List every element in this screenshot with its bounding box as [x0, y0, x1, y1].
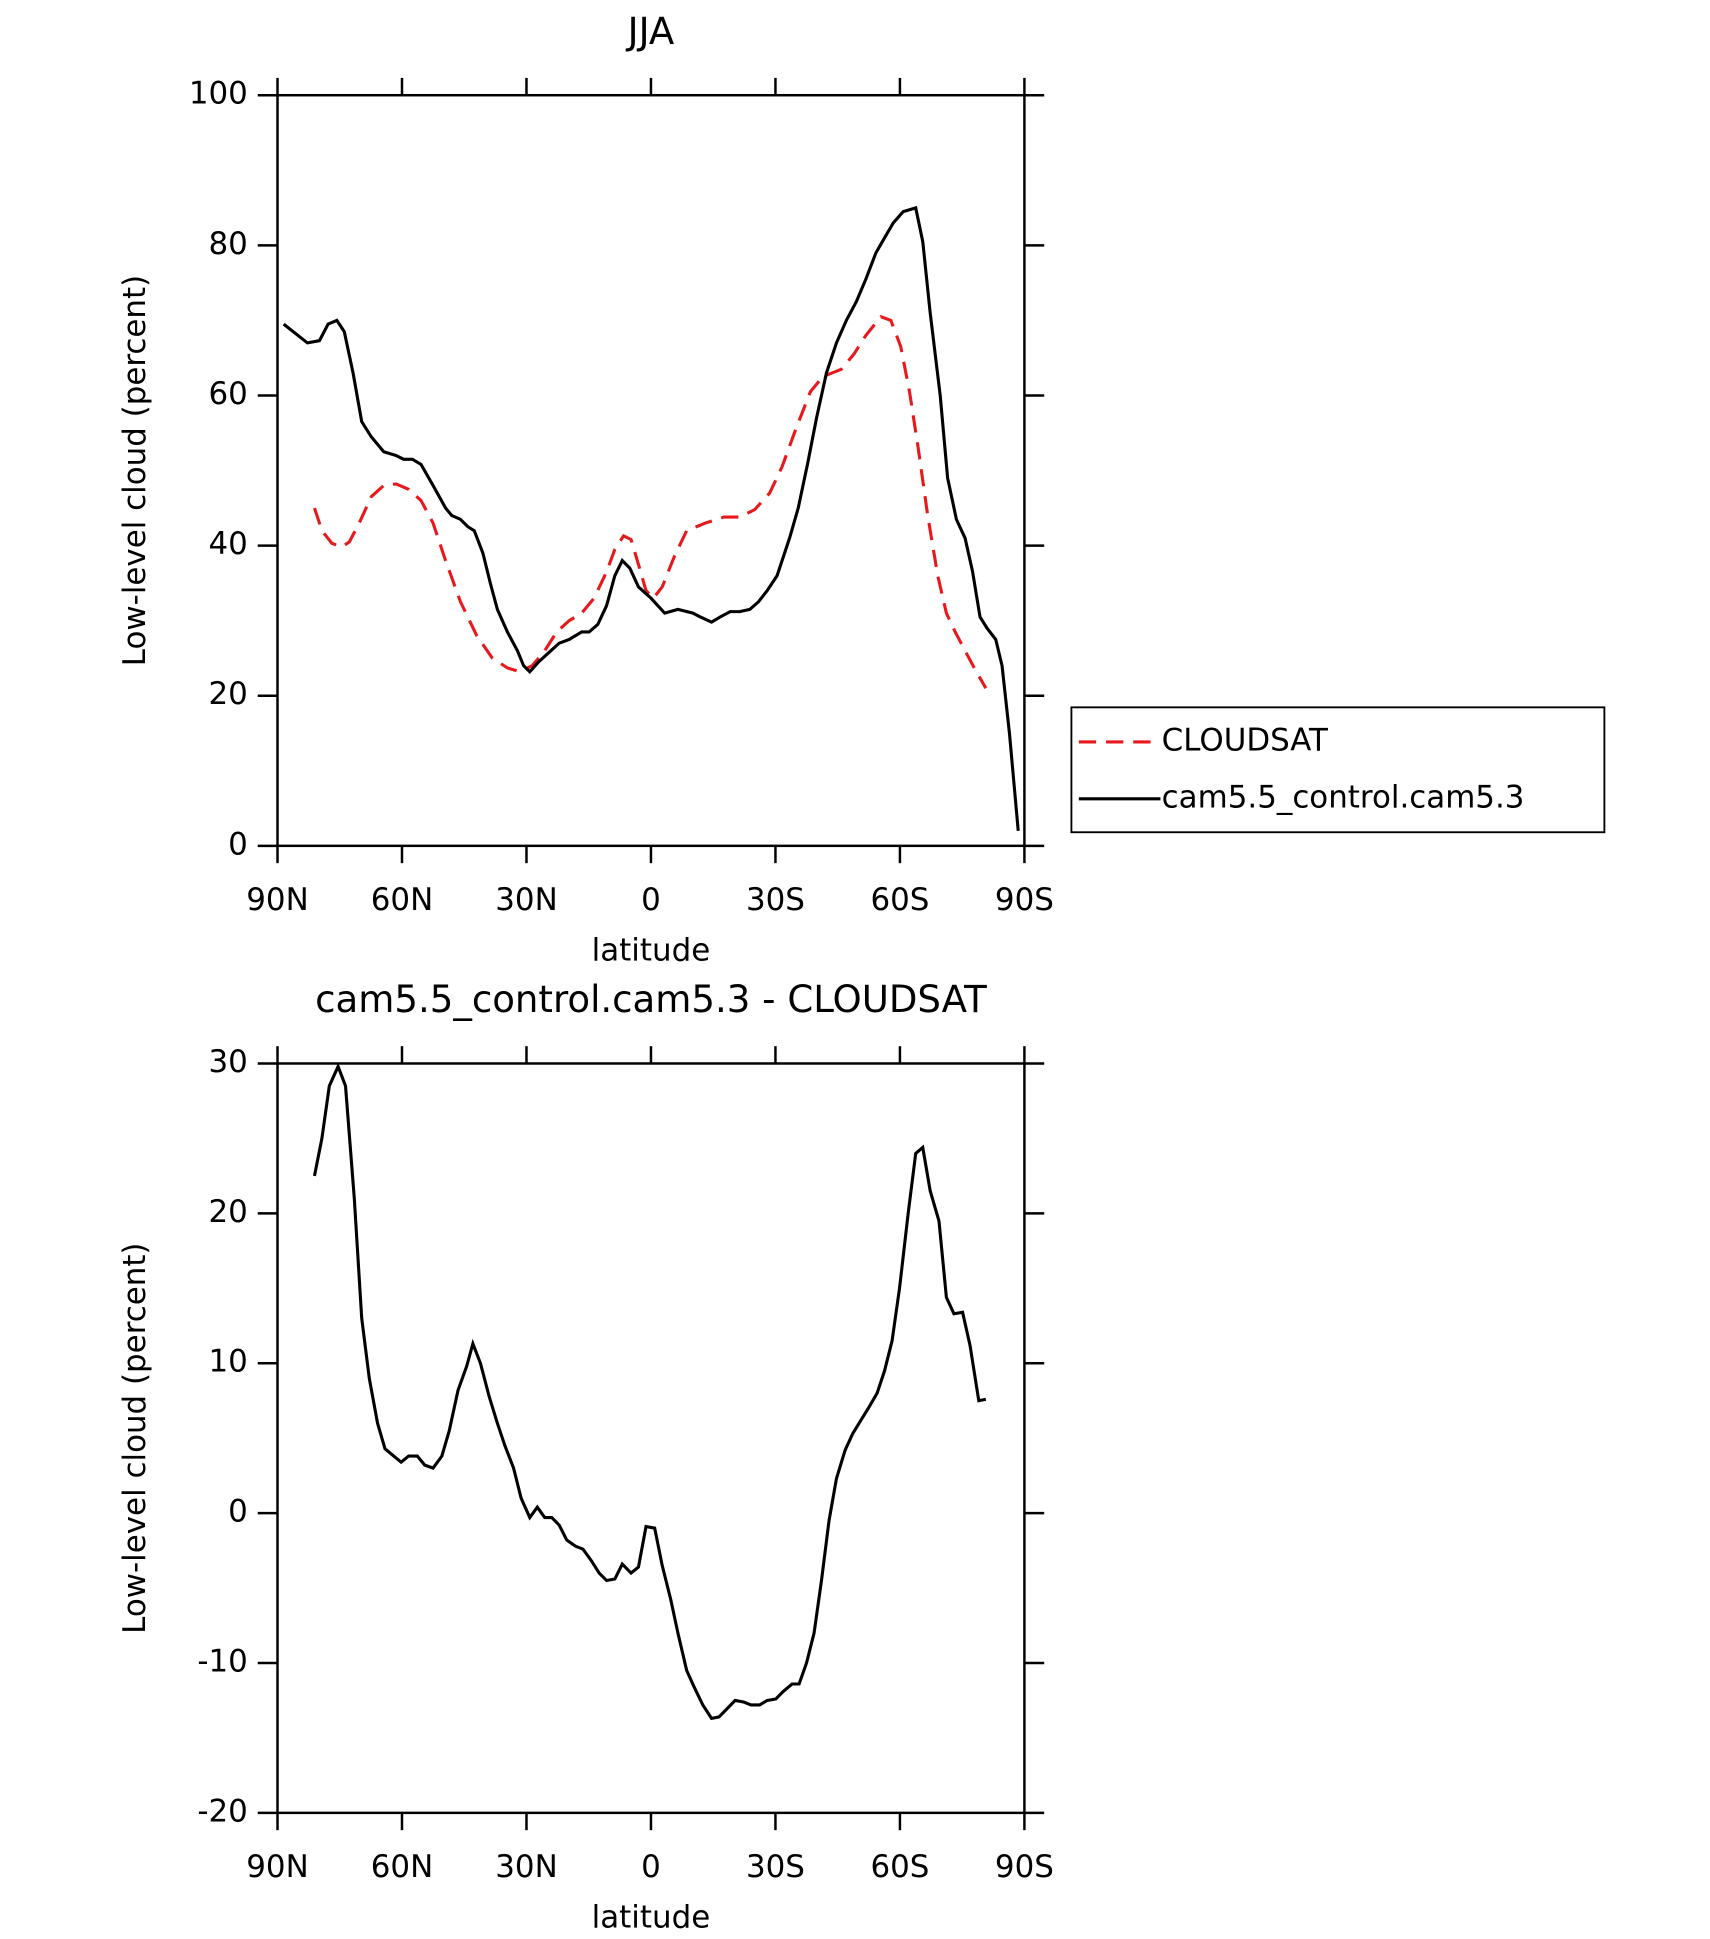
y-tick-label: 20	[208, 1194, 247, 1230]
x-tick-label: 0	[641, 1849, 661, 1885]
x-axis-label: latitude	[592, 933, 711, 969]
x-tick-label: 30S	[746, 882, 805, 918]
y-tick-label: 0	[228, 826, 248, 862]
x-tick-label: 90S	[995, 882, 1054, 918]
y-axis-label: Low-level cloud (percent)	[117, 275, 153, 666]
y-tick-label: 30	[208, 1044, 247, 1080]
y-tick-label: 60	[208, 376, 247, 412]
legend-box	[1070, 706, 1606, 834]
y-tick-label: 80	[208, 226, 247, 262]
y-tick-label: 0	[228, 1494, 248, 1530]
chart-title: cam5.5_control.cam5.3 - CLOUDSAT	[315, 978, 987, 1021]
legend-label: CLOUDSAT	[1162, 722, 1328, 758]
x-tick-label: 30N	[495, 1849, 557, 1885]
y-tick-label: -20	[197, 1793, 247, 1829]
x-tick-label: 90S	[995, 1849, 1054, 1885]
x-tick-label: 30S	[746, 1849, 805, 1885]
x-tick-label: 90N	[246, 882, 308, 918]
x-tick-label: 60N	[371, 882, 433, 918]
x-tick-label: 60S	[870, 1849, 929, 1885]
x-tick-label: 0	[641, 882, 661, 918]
x-tick-label: 60S	[870, 882, 929, 918]
data-line	[313, 314, 988, 689]
data-line	[312, 1062, 987, 1721]
y-tick-label: 40	[208, 526, 247, 562]
y-tick-label: 20	[208, 676, 247, 712]
y-axis-label: Low-level cloud (percent)	[117, 1243, 153, 1634]
chart-title: JJA	[626, 10, 675, 53]
y-tick-label: -10	[197, 1643, 247, 1679]
x-tick-label: 60N	[371, 1849, 433, 1885]
y-tick-label: 10	[208, 1344, 247, 1380]
data-line	[282, 205, 1020, 832]
x-axis-label: latitude	[592, 1900, 711, 1936]
x-tick-label: 30N	[495, 882, 557, 918]
x-tick-label: 90N	[246, 1849, 308, 1885]
legend-label: cam5.5_control.cam5.3	[1162, 779, 1525, 815]
y-tick-label: 100	[189, 76, 248, 112]
